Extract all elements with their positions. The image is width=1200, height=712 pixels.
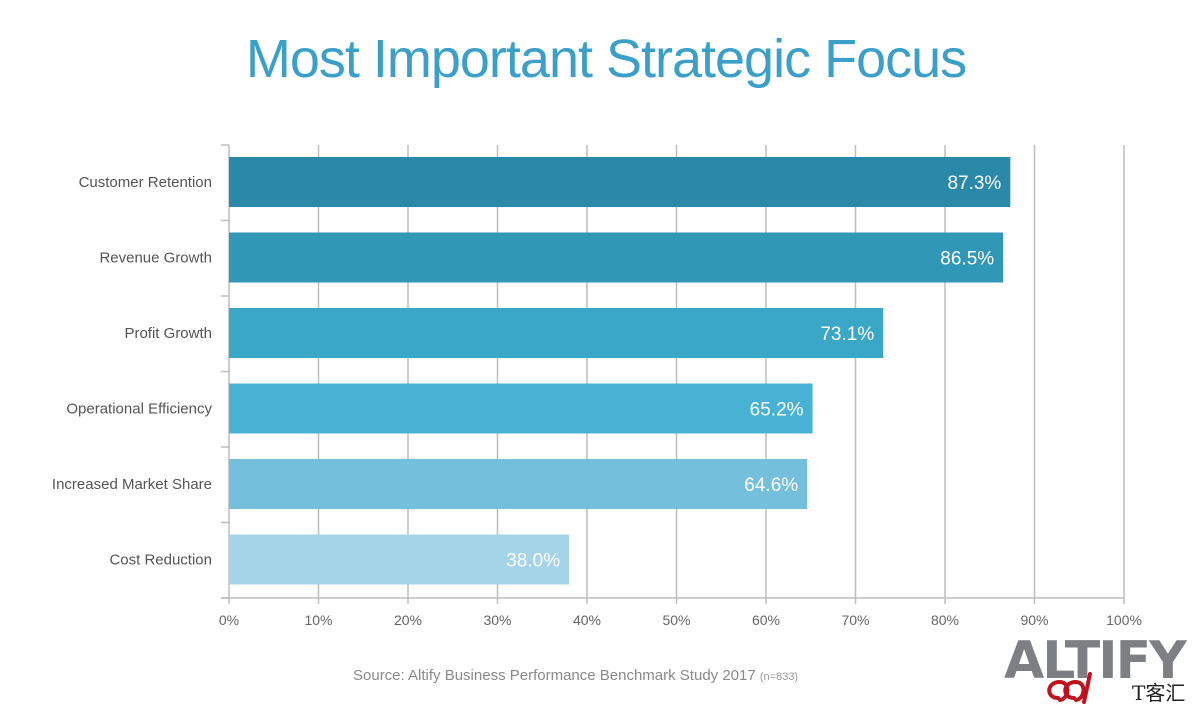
data-label: 87.3% — [947, 173, 1001, 194]
data-label: 86.5% — [940, 249, 994, 270]
data-label: 38.0% — [506, 551, 560, 572]
watermark-swirl — [1047, 672, 1092, 704]
category-label: Customer Retention — [79, 174, 212, 191]
x-tick-label: 10% — [304, 612, 332, 628]
bar — [229, 157, 1011, 207]
x-tick-label: 90% — [1020, 612, 1048, 628]
grid-lines — [221, 144, 1125, 604]
x-tick-label: 60% — [752, 612, 780, 628]
x-tick-label: 30% — [483, 612, 511, 628]
category-label: Cost Reduction — [109, 552, 212, 569]
sample-size: (n=833) — [759, 671, 799, 683]
category-label: Profit Growth — [124, 325, 212, 342]
x-tick-label: 50% — [662, 612, 690, 628]
data-label: 73.1% — [820, 324, 874, 345]
source-text: Source: Altify Business Performance Benc… — [353, 667, 756, 684]
x-tick-label: 0% — [219, 612, 239, 628]
bar — [229, 383, 813, 434]
bar — [229, 308, 884, 358]
bar — [229, 534, 570, 585]
watermark-logo: T客汇 — [1047, 672, 1185, 705]
value-labels: 87.3% 86.5% 73.1% 65.2% 64.6% 38.0% — [506, 173, 1001, 572]
bars — [229, 157, 1011, 585]
data-label: 65.2% — [750, 400, 804, 421]
category-label: Operational Efficiency — [66, 401, 212, 418]
x-tick-label: 100% — [1106, 612, 1142, 628]
x-tick-label: 40% — [573, 612, 601, 628]
source-note: Source: Altify Business Performance Benc… — [353, 667, 798, 684]
category-label: Increased Market Share — [52, 476, 212, 493]
altify-logo: ALTIFY — [1004, 635, 1187, 687]
data-label: 64.6% — [744, 475, 798, 496]
bar — [229, 459, 808, 509]
x-tick-label: 70% — [841, 612, 869, 628]
category-labels: Customer Retention Revenue Growth Profit G… — [52, 174, 213, 569]
chart-title: Most Important Strategic Focus — [245, 29, 967, 89]
x-axis-ticks: 0% 10% 20% 30% 40% 50% 60% 70% 80% 90% 100% — [219, 612, 1142, 628]
x-tick-label: 80% — [931, 612, 959, 628]
watermark-text: T客汇 — [1132, 681, 1185, 705]
logo-text: ALTIFY — [1004, 631, 1187, 691]
bar — [229, 232, 1004, 283]
x-tick-label: 20% — [394, 612, 422, 628]
category-label: Revenue Growth — [99, 250, 212, 267]
